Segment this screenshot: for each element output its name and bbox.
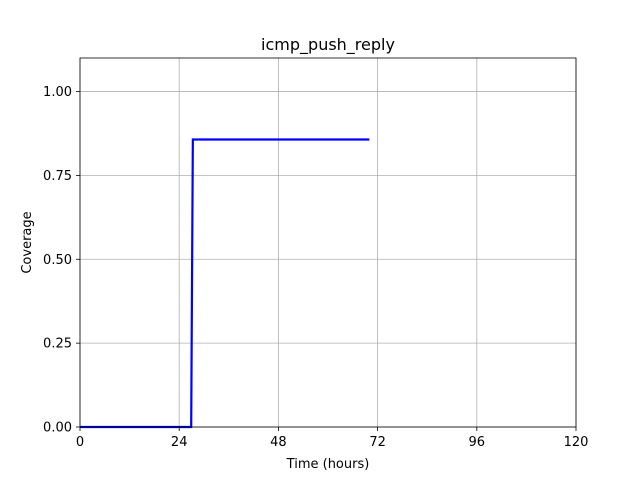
y-tick-label: 0.75 bbox=[43, 169, 72, 184]
y-tick-label: 0.00 bbox=[43, 421, 72, 436]
x-tick-label: 96 bbox=[469, 435, 486, 450]
y-tick-label: 0.25 bbox=[43, 337, 72, 352]
y-tick-label: 1.00 bbox=[43, 85, 72, 100]
x-axis: 0 24 48 72 96 120 bbox=[76, 427, 589, 450]
x-tick-label: 48 bbox=[270, 435, 287, 450]
chart-title: icmp_push_reply bbox=[261, 35, 395, 55]
x-tick-label: 0 bbox=[76, 435, 84, 450]
y-tick-label: 0.50 bbox=[43, 253, 72, 268]
y-axis-label: Coverage bbox=[20, 211, 35, 273]
x-tick-label: 120 bbox=[564, 435, 589, 450]
x-tick-label: 72 bbox=[369, 435, 386, 450]
y-axis: 0.00 0.25 0.50 0.75 1.00 bbox=[43, 85, 80, 436]
x-axis-label: Time (hours) bbox=[286, 457, 370, 472]
x-tick-label: 24 bbox=[171, 435, 188, 450]
plot-frame bbox=[79, 57, 577, 428]
